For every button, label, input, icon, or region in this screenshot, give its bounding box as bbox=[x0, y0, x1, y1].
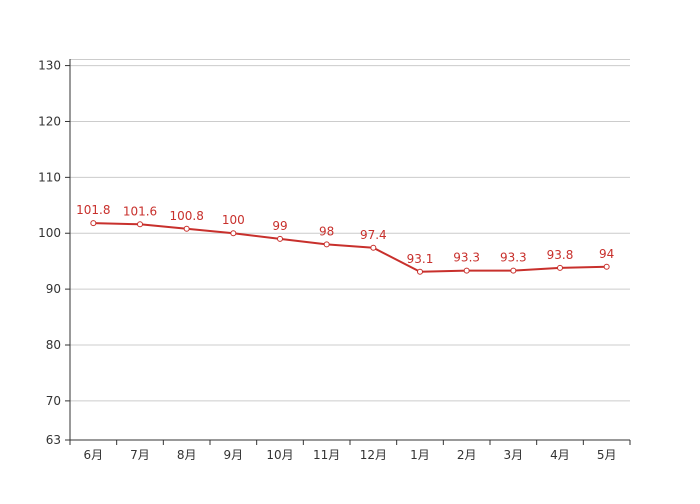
data-point bbox=[557, 264, 563, 271]
data-point bbox=[417, 268, 423, 275]
y-tick-label: 70 bbox=[46, 394, 61, 408]
data-point bbox=[603, 263, 610, 270]
data-label: 99 bbox=[272, 219, 287, 233]
data-label: 98 bbox=[319, 224, 334, 238]
x-tick-label: 2月 bbox=[457, 448, 477, 462]
y-tick-label: 63 bbox=[46, 433, 61, 447]
y-tick-label: 110 bbox=[38, 170, 61, 184]
data-point bbox=[90, 220, 97, 227]
x-tick-label: 11月 bbox=[313, 448, 340, 462]
data-point bbox=[370, 244, 377, 251]
x-tick-label: 12月 bbox=[360, 448, 387, 462]
series-layer bbox=[90, 220, 610, 275]
y-tick-label: 120 bbox=[38, 114, 61, 128]
x-tick-label: 10月 bbox=[266, 448, 293, 462]
data-point bbox=[510, 267, 517, 274]
axis-layer: 63 70 80 90 100 110 120 130 6月 7月 8月 9月 10月 11月 12月 1月 2… bbox=[38, 59, 631, 462]
x-tick-label: 9月 bbox=[224, 448, 244, 462]
label-layer: 101.8 101.6 100.8 100 99 98 97.4 93.1 93.3 93.3 93… bbox=[76, 203, 614, 266]
data-point bbox=[463, 267, 470, 274]
data-label: 93.3 bbox=[453, 251, 480, 265]
data-point bbox=[137, 221, 143, 228]
x-tick-label: 1月 bbox=[410, 448, 430, 462]
x-tick-label: 7月 bbox=[130, 448, 150, 462]
x-tick-label: 5月 bbox=[597, 448, 617, 462]
grid-layer bbox=[70, 59, 630, 402]
x-tick-label: 4月 bbox=[550, 448, 570, 462]
y-tick-label: 100 bbox=[38, 226, 61, 240]
data-point bbox=[230, 230, 237, 237]
data-point bbox=[323, 241, 330, 248]
x-tick-label: 8月 bbox=[177, 448, 197, 462]
x-tick-label: 6月 bbox=[84, 448, 104, 462]
data-label: 100 bbox=[222, 213, 245, 227]
data-point bbox=[183, 225, 190, 232]
series-line bbox=[93, 222, 607, 273]
data-label: 93.1 bbox=[407, 252, 434, 266]
y-tick-label: 130 bbox=[38, 59, 61, 73]
data-label: 100.8 bbox=[169, 209, 203, 223]
data-label: 94 bbox=[599, 247, 614, 261]
data-label: 97.4 bbox=[360, 228, 387, 242]
data-point bbox=[277, 235, 283, 242]
data-label: 101.8 bbox=[76, 203, 110, 217]
x-tick-label: 3月 bbox=[504, 448, 524, 462]
y-tick-label: 90 bbox=[46, 282, 61, 296]
y-tick-label: 80 bbox=[46, 338, 61, 352]
data-label: 93.3 bbox=[500, 251, 527, 265]
data-label: 93.8 bbox=[547, 248, 574, 262]
data-label: 101.6 bbox=[123, 204, 157, 218]
